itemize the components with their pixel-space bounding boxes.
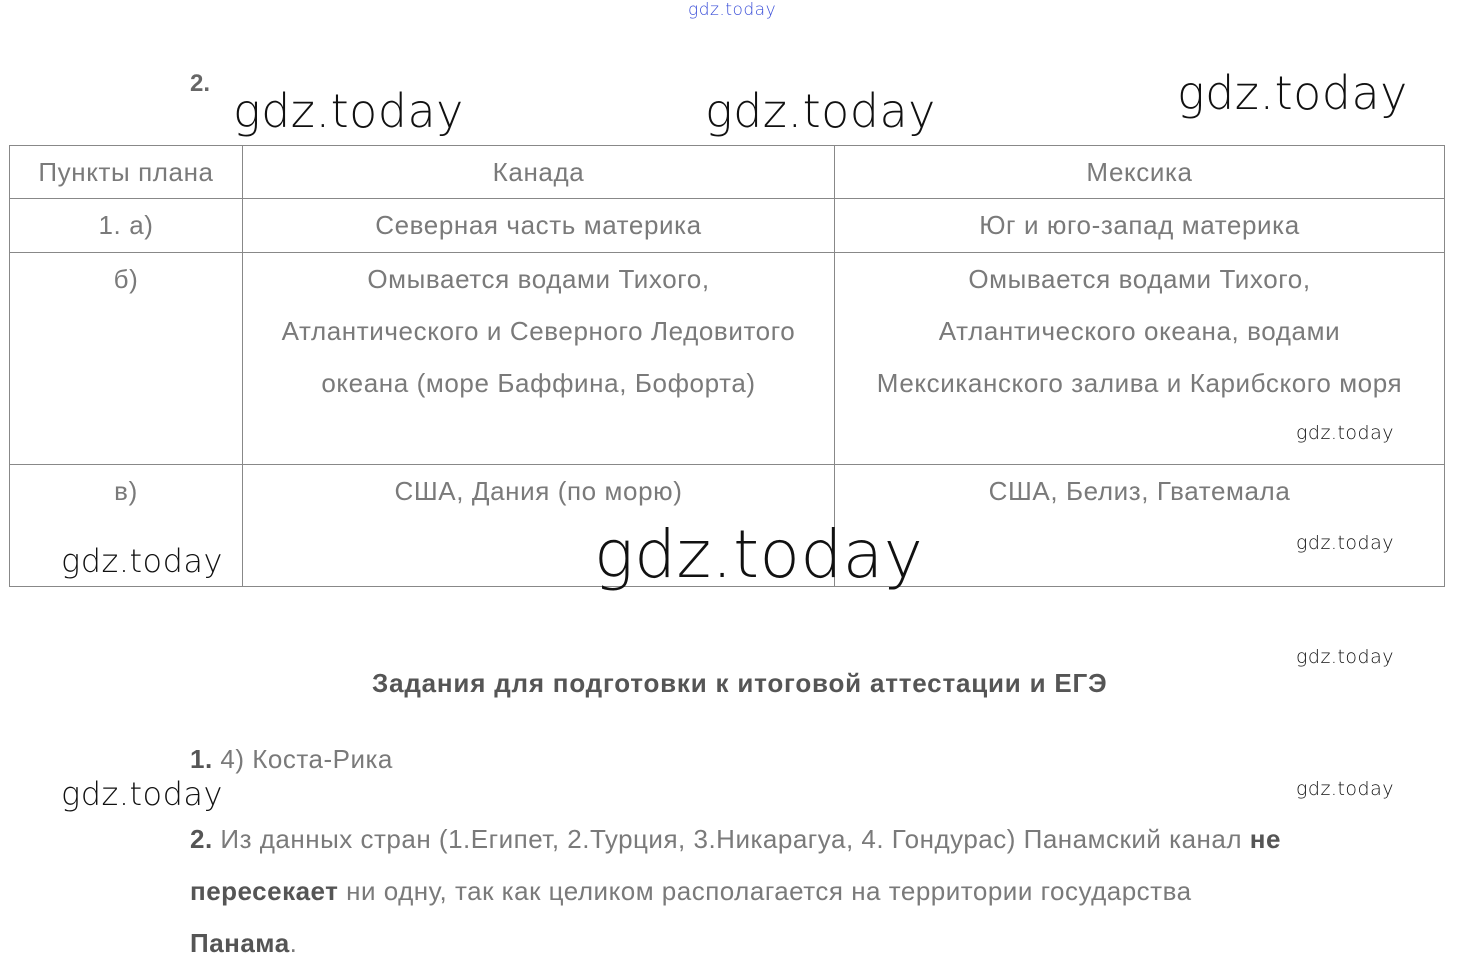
header-mexico: Мексика [834,145,1445,199]
task-number: 2. [190,70,211,97]
canada-cell: Северная часть материка [242,198,835,253]
watermark: gdz.today [705,84,936,138]
watermark: gdz.today [1296,646,1394,668]
watermark: gdz.today [61,542,223,580]
plan-point: в) [9,464,243,587]
answer-emphasis: Панама [190,928,290,958]
canada-cell: США, Дания (по морю) [242,464,835,587]
answer-text: Из данных стран (1.Египет, 2.Турция, 3.Н… [220,824,1250,854]
plan-point: 1. а) [9,198,243,253]
comparison-table: Пункты плана Канада Мексика 1. а) Северн… [9,145,1445,587]
watermark: gdz.today [1296,422,1394,444]
table-row: 1. а) Северная часть материка Юг и юго-з… [9,198,1445,253]
table-row: б) Омывается водами Тихого, Атлантическо… [9,252,1445,465]
watermark: gdz.today [233,84,464,138]
mexico-cell: Юг и юго-запад материка [834,198,1445,253]
watermark: gdz.today [1296,532,1394,554]
answer-number: 1. [190,744,213,774]
answer-1: 1. 4) Коста-Рика [190,744,393,774]
header-canada: Канада [242,145,835,199]
answer-text: ни одну, так как целиком располагается н… [338,876,1192,906]
table-header-row: Пункты плана Канада Мексика [9,145,1445,199]
watermark: gdz.today [594,516,924,593]
answer-emphasis: не пересекает [190,824,1281,906]
section-title: Задания для подготовки к итоговой аттест… [372,668,1108,698]
table-row: в) США, Дания (по морю) США, Белиз, Гват… [9,464,1445,587]
answer-text: 4) Коста-Рика [220,744,393,774]
watermark: gdz.today [1296,778,1394,800]
plan-point: б) [9,252,243,465]
header-plan-points: Пункты плана [9,145,243,199]
canada-cell: Омывается водами Тихого, Атлантического … [242,252,835,465]
mexico-cell: Омывается водами Тихого, Атлантического … [834,252,1445,465]
mexico-cell: США, Белиз, Гватемала [834,464,1445,587]
answer-number: 2. [190,824,213,854]
watermark: gdz.today [1177,66,1408,120]
answer-2: 2. Из данных стран (1.Египет, 2.Турция, … [190,813,1290,969]
watermark: gdz.today [688,0,777,20]
watermark: gdz.today [61,775,223,813]
answer-text: . [289,928,298,958]
